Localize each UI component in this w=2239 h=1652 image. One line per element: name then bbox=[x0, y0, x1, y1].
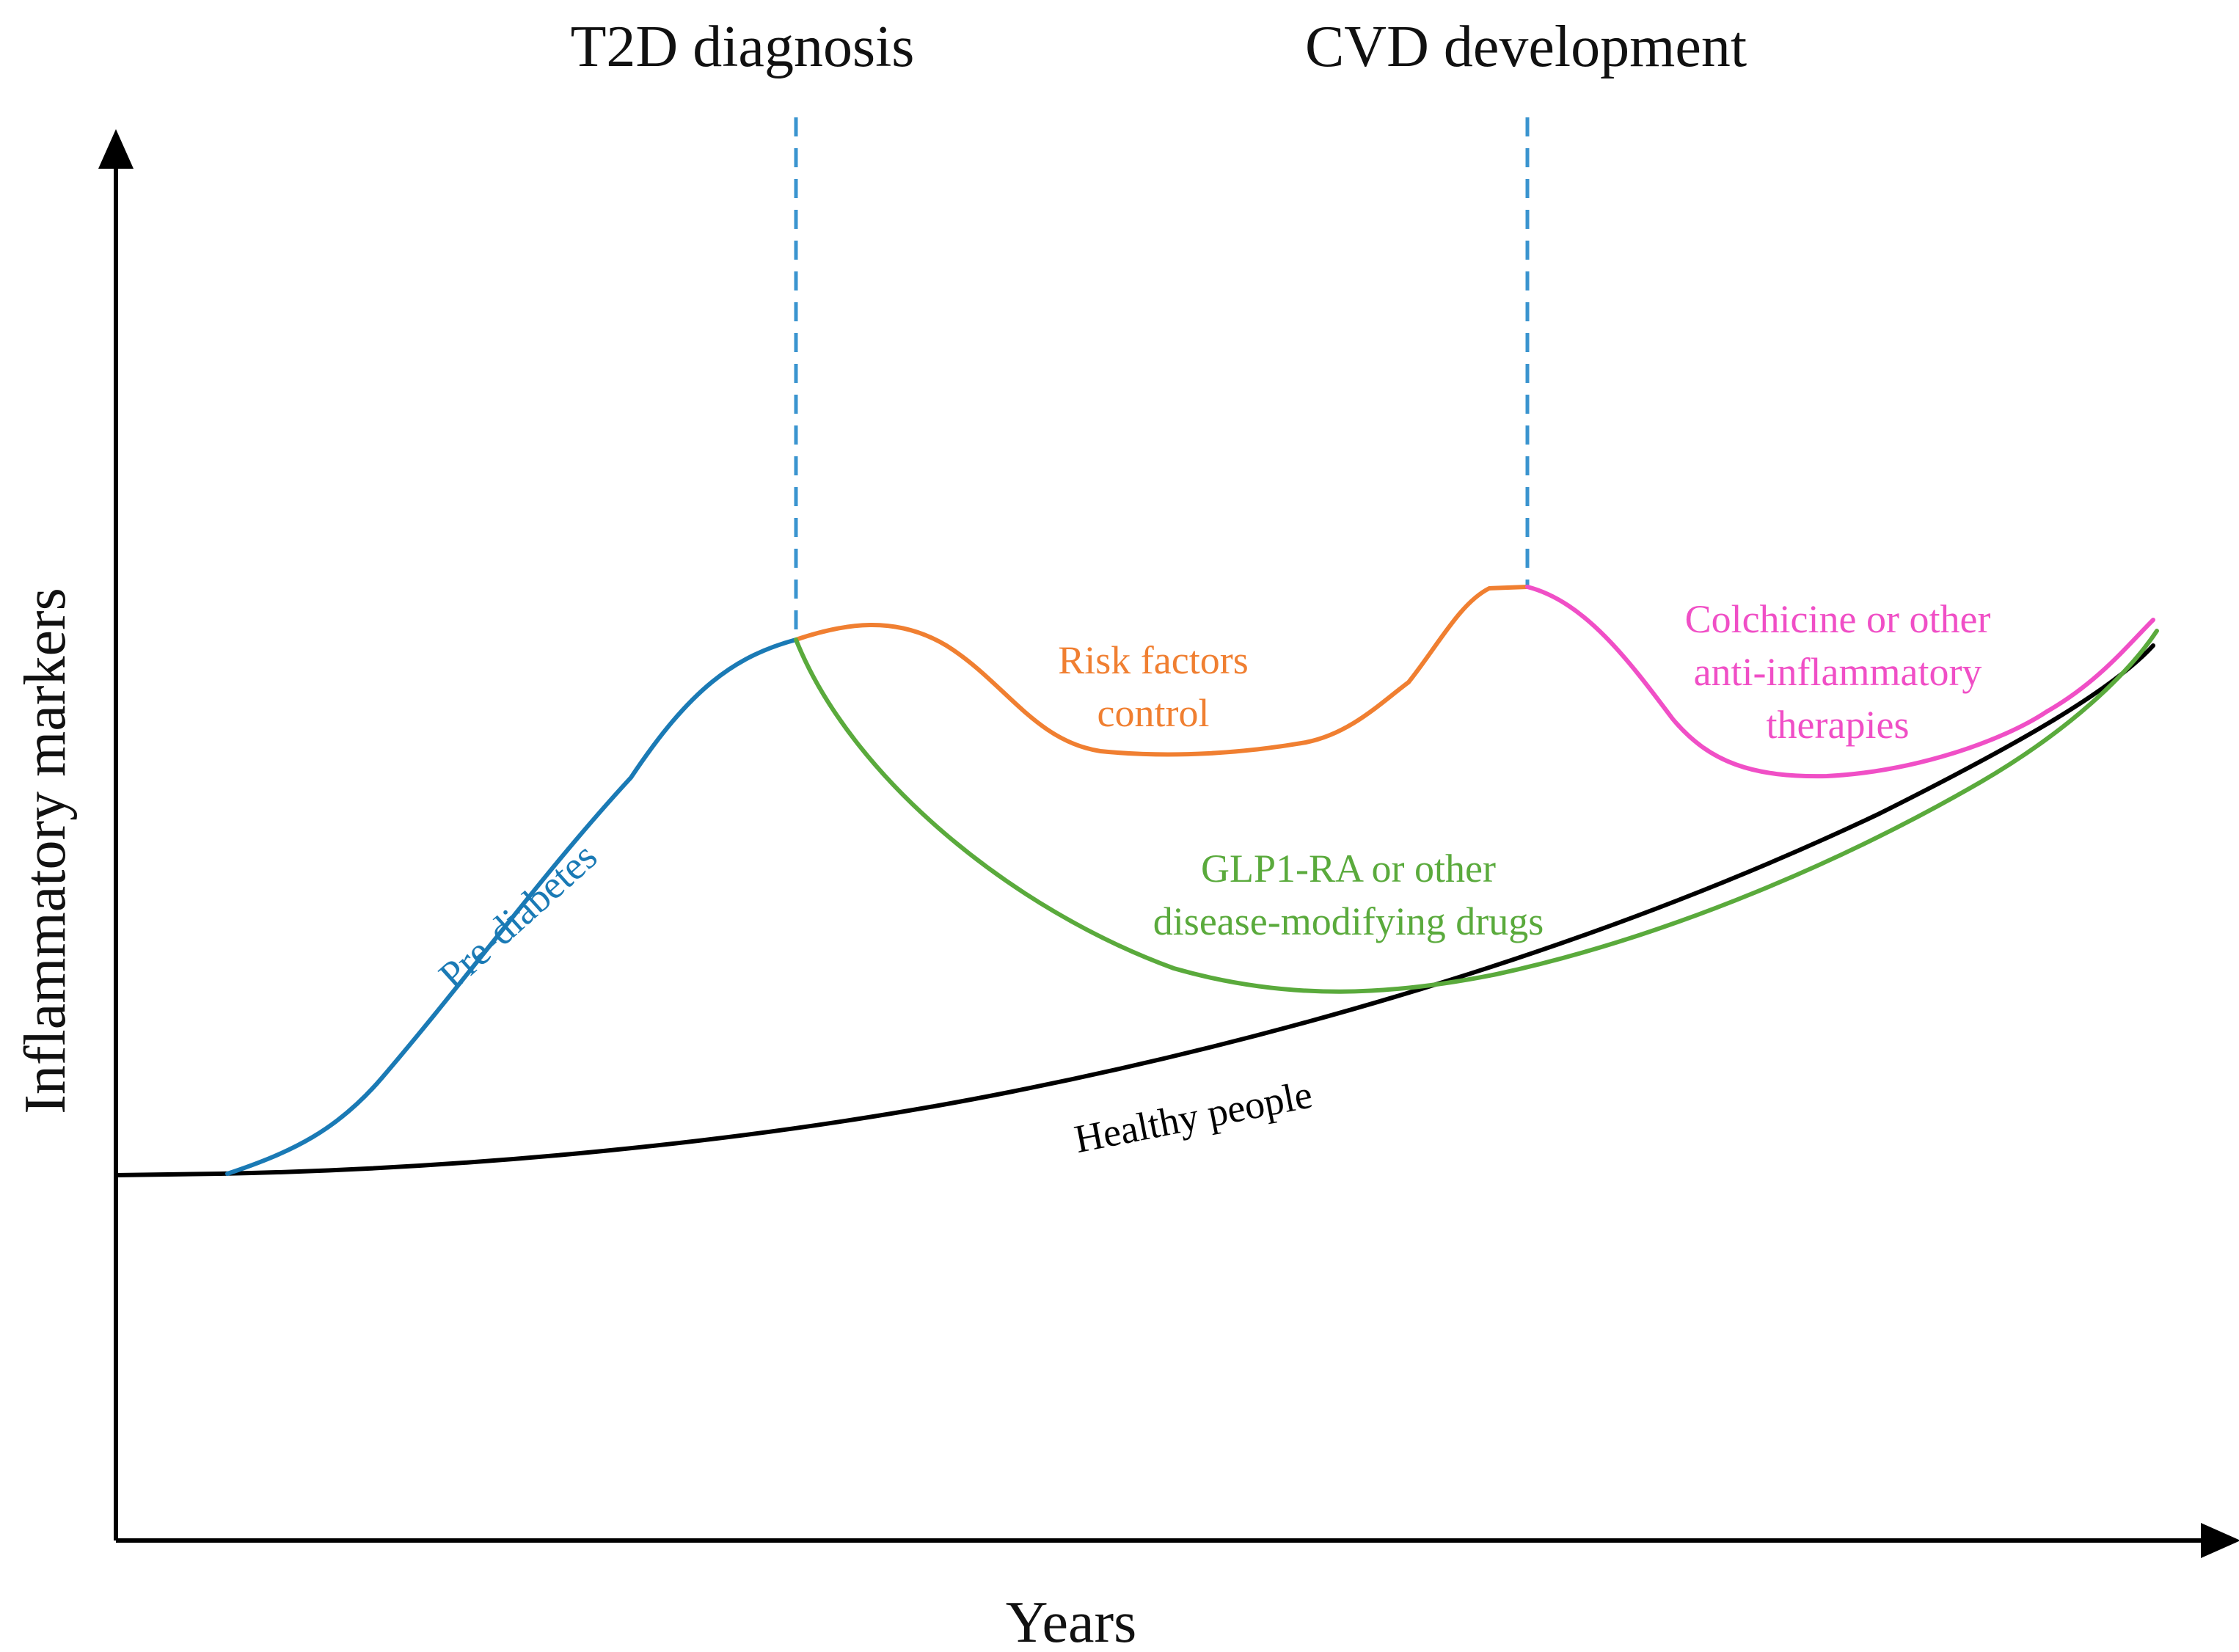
pre-diabetes-label: Pre-diabetes bbox=[431, 834, 605, 998]
t2d-diagnosis-label: T2D diagnosis bbox=[571, 15, 915, 79]
x-axis-label: Years bbox=[1006, 1590, 1137, 1652]
risk-factors-label-line1: Risk factors bbox=[1058, 638, 1248, 682]
healthy-people-label: Healthy people bbox=[1071, 1072, 1316, 1162]
colchicine-label-line3: therapies bbox=[1767, 703, 1910, 747]
glp1-label-line1: GLP1-RA or other bbox=[1201, 847, 1496, 891]
glp1-label-line2: disease-modifying drugs bbox=[1153, 899, 1544, 943]
risk-factors-curve bbox=[794, 585, 1530, 757]
healthy-people-curve bbox=[114, 643, 2155, 1177]
cvd-development-label: CVD development bbox=[1305, 15, 1747, 79]
colchicine-curve bbox=[1525, 585, 2155, 779]
colchicine-label-line1: Colchicine or other bbox=[1685, 597, 1991, 641]
pre-diabetes-curve bbox=[225, 637, 798, 1176]
y-axis-label: Inflammatory markers bbox=[13, 588, 78, 1114]
risk-factors-label-line2: control bbox=[1097, 691, 1210, 735]
glp1-curve bbox=[794, 629, 2159, 994]
colchicine-label-line2: anti-inflammatory bbox=[1694, 650, 1982, 694]
